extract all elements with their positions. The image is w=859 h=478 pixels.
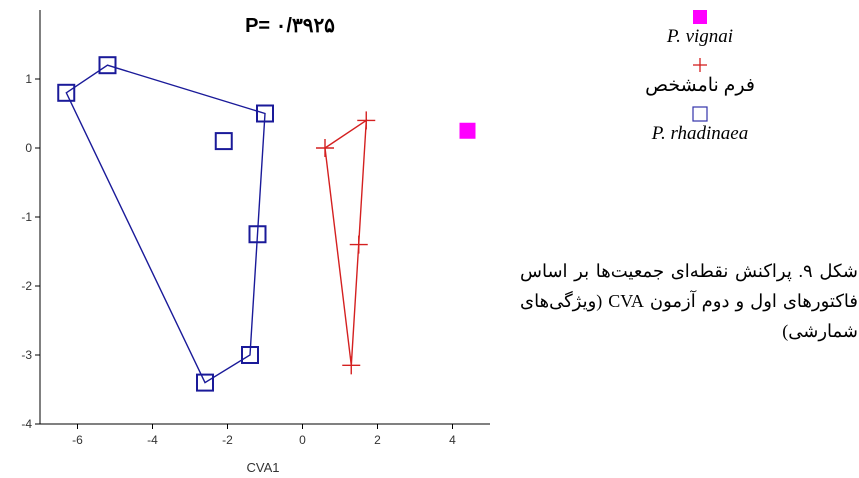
data-point: [196, 373, 214, 392]
x-tick-label: 0: [299, 433, 306, 447]
y-tick-label: -4: [21, 417, 32, 431]
data-point: [342, 356, 361, 375]
markers: [57, 56, 476, 392]
axes: [39, 10, 490, 425]
data-point: [248, 225, 267, 244]
legend-label-unknown: فرم نامشخص: [645, 75, 755, 96]
data-point: [214, 132, 233, 151]
data-point: [256, 104, 274, 123]
x-tick-label: -4: [147, 433, 158, 447]
y-tick-label: -3: [21, 348, 32, 362]
plus-icon: [600, 56, 800, 74]
open-square-icon: [600, 105, 800, 123]
data-point: [316, 139, 334, 157]
hull-line: [324, 119, 368, 366]
y-tick-label: -2: [21, 279, 32, 293]
data-point: [241, 346, 259, 364]
x-tick-label: -6: [72, 433, 83, 447]
legend-label-rhadinaea: P. rhadinaea: [651, 123, 749, 144]
data-point: [349, 235, 368, 254]
x-axis-label: CVA1: [247, 460, 280, 475]
legend-item-vignai: P. vignai: [600, 8, 800, 48]
data-point: [459, 122, 476, 139]
data-point: [357, 111, 376, 130]
legend: P. vignai فرم نامشخص P. rhadinaea: [600, 8, 800, 153]
hull-line: [65, 64, 266, 384]
legend-label-vignai: P. vignai: [666, 26, 734, 47]
legend-item-rhadinaea: P. rhadinaea: [600, 105, 800, 145]
x-tick-label: -2: [222, 433, 233, 447]
legend-item-unknown: فرم نامشخص: [600, 56, 800, 97]
data-point: [98, 56, 117, 75]
y-tick-label: 1: [25, 72, 32, 86]
x-tick-label: 2: [374, 433, 381, 447]
filled-square-icon: [600, 8, 800, 26]
y-tick-label: 0: [25, 141, 32, 155]
hulls: [65, 64, 368, 384]
ticks: -4 -3 -2 -1 0 1 -6 -4 -2 0 2 4: [21, 72, 456, 447]
chart-title: P= ۰/۳۹۲۵: [245, 15, 335, 37]
cva-scatter-chart: -4 -3 -2 -1 0 1 -6 -4 -2 0 2 4 P= ۰/۳۹۲۵ CVA1: [21, 10, 490, 475]
figure-caption: شکل ۹. پراکنش نقطه‌ای جمعیت‌ها بر اساس ف…: [520, 261, 859, 341]
data-point: [57, 83, 76, 102]
y-tick-label: -1: [21, 210, 32, 224]
x-tick-label: 4: [449, 433, 456, 447]
